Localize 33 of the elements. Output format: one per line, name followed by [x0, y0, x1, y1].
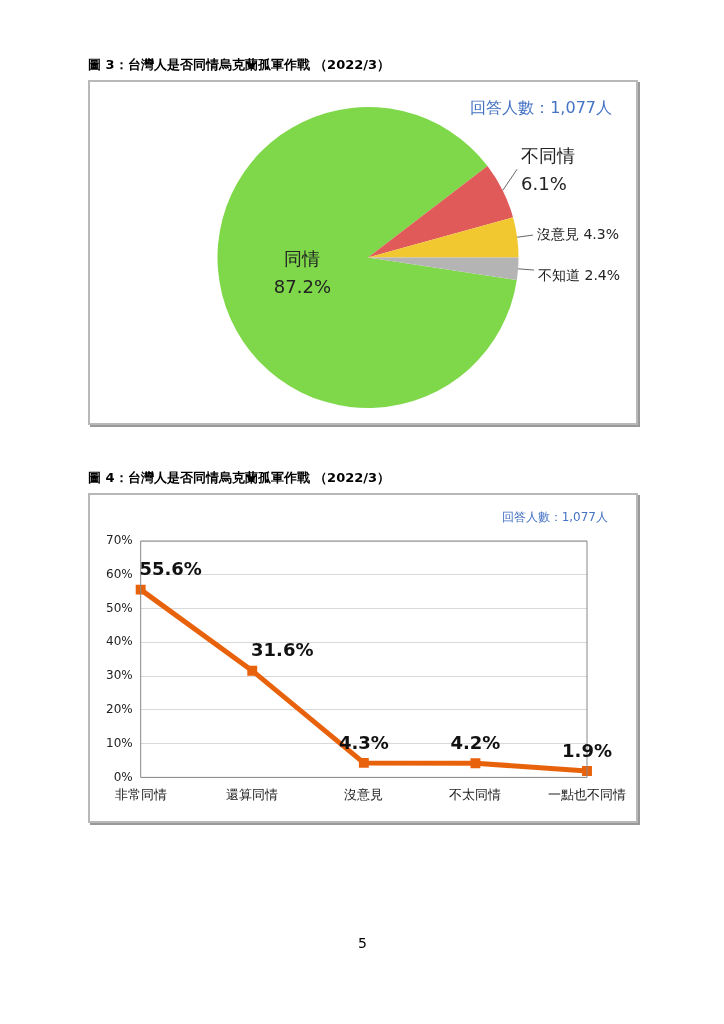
data-label: 6.1% [521, 172, 567, 194]
data-label: 87.2% [273, 276, 331, 298]
chart-title: 圖 3：台灣人是否同情烏克蘭孤軍作戰 （2022/3） [88, 56, 392, 74]
point [135, 584, 146, 595]
x-tick-label: 不太同情 [449, 786, 502, 802]
point [358, 757, 369, 768]
text: 回答人數：1,077人 [501, 509, 608, 526]
y-tick-label: 20% [106, 701, 133, 716]
x-tick-label: 沒意見 [344, 786, 384, 802]
text: 31.6% [251, 639, 314, 661]
y-tick-label: 40% [106, 634, 133, 649]
text: 55.6% [139, 558, 202, 580]
x-tick-label: 非常同情 [114, 786, 167, 802]
point [470, 758, 481, 769]
y-tick-label: 60% [106, 566, 133, 581]
y-tick-label: 70% [106, 533, 133, 548]
text: 5 [358, 935, 367, 951]
slice-label: 同情 [284, 248, 321, 270]
slice-label: 沒意見 4.3% [536, 225, 620, 242]
y-tick-label: 50% [106, 600, 133, 615]
x-tick-label: 一點也不同情 [548, 786, 626, 802]
y-tick-label: 0% [113, 769, 133, 784]
text: 1.9% [562, 739, 612, 761]
point [247, 665, 258, 676]
slice-label: 不同情 [521, 144, 576, 166]
x-tick-label: 還算同情 [226, 786, 279, 802]
y-tick-label: 30% [106, 668, 133, 683]
text: 4.3% [338, 731, 389, 753]
text: 回答人數：1,077人 [470, 98, 612, 119]
chart-title: 圖 4：台灣人是否同情烏克蘭孤軍作戰 （2022/3） [88, 469, 392, 487]
y-tick-label: 10% [106, 735, 133, 750]
slice-label: 不知道 2.4% [538, 266, 621, 283]
text: 4.2% [450, 731, 501, 753]
